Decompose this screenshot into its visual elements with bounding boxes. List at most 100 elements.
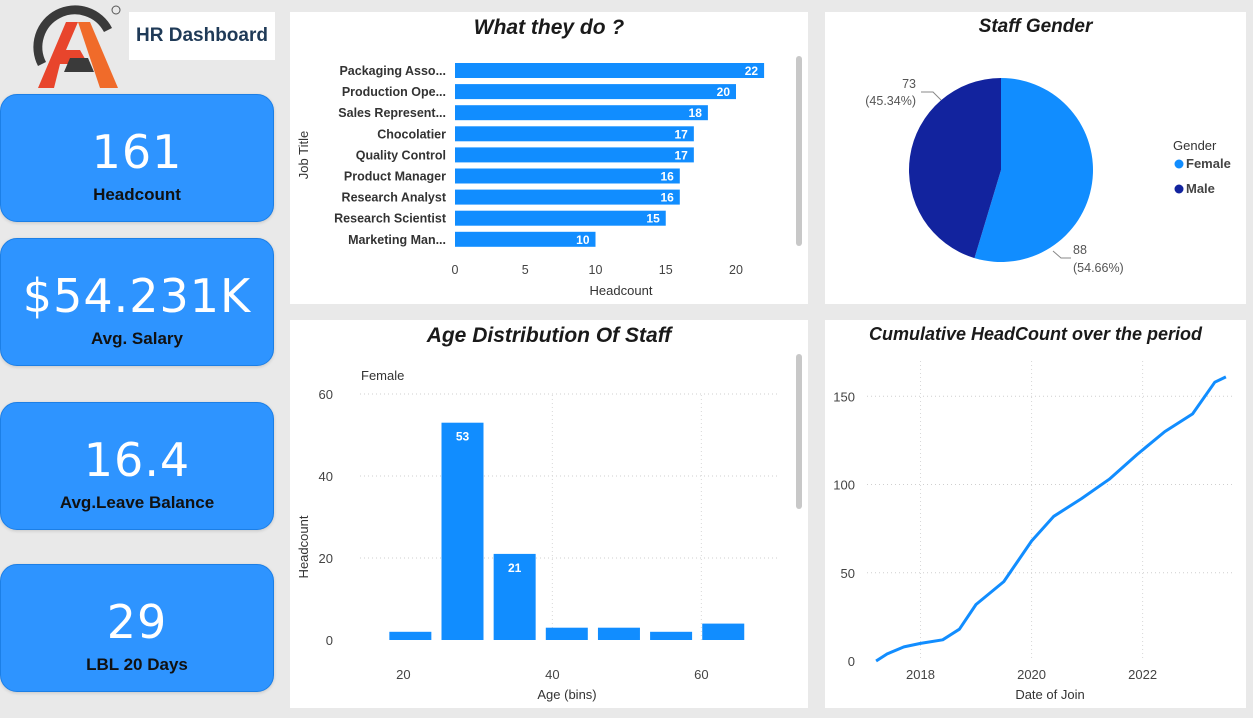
legend-item: Female bbox=[1186, 156, 1231, 171]
kpi-value: 16.4 bbox=[83, 433, 191, 487]
chart-title: Age Distribution Of Staff bbox=[426, 324, 672, 347]
kpi-label: Avg.Leave Balance bbox=[59, 493, 215, 512]
bar bbox=[455, 189, 680, 205]
bar bbox=[455, 105, 708, 121]
legend-item: Male bbox=[1186, 181, 1215, 196]
x-tick-label: 20 bbox=[729, 263, 743, 277]
y-tick-label: 40 bbox=[319, 469, 333, 484]
legend-marker bbox=[1174, 184, 1184, 194]
bar bbox=[455, 168, 680, 184]
gender-chart-panel: Staff Gender 88 (54.66%) 73 (45.34%) Gender F… bbox=[825, 12, 1246, 304]
data-label: 53 bbox=[456, 430, 470, 444]
cumulative-line-chart: 0 50 100 150 2018 2020 2022 Date of Join bbox=[833, 361, 1235, 702]
chart-title: Cumulative HeadCount over the period bbox=[868, 324, 1203, 344]
data-label: 17 bbox=[674, 148, 688, 162]
legend-marker bbox=[1174, 159, 1184, 169]
logo-icon bbox=[33, 5, 121, 88]
bar bbox=[455, 231, 596, 247]
category-label: Marketing Man... bbox=[348, 233, 446, 247]
data-label: (54.66%) bbox=[1073, 261, 1124, 275]
chart-title: Staff Gender bbox=[978, 16, 1093, 37]
data-label: 20 bbox=[717, 85, 731, 99]
category-label: Research Analyst bbox=[342, 191, 447, 205]
series-line bbox=[875, 375, 1227, 663]
kpi-label: LBL 20 Days bbox=[86, 655, 188, 674]
y-tick-label: 100 bbox=[833, 478, 855, 493]
bar bbox=[455, 63, 765, 78]
bar bbox=[493, 553, 536, 640]
age-chart-panel: Age Distribution Of Staff 0 20 40 60 53 21 20 4… bbox=[290, 320, 808, 708]
y-tick-label: 0 bbox=[848, 654, 855, 669]
pie-slice bbox=[974, 78, 1093, 262]
x-tick-label: 5 bbox=[522, 263, 529, 277]
x-tick-label: 2022 bbox=[1128, 667, 1157, 682]
legend-title: Gender bbox=[1173, 138, 1217, 153]
x-tick-label: 2020 bbox=[1017, 667, 1046, 682]
pie-slice bbox=[908, 78, 1001, 259]
y-tick-label: 60 bbox=[319, 387, 333, 402]
category-label: Chocolatier bbox=[377, 127, 446, 141]
bar bbox=[650, 631, 693, 640]
bar bbox=[702, 623, 745, 640]
x-axis-label: Date of Join bbox=[1015, 687, 1084, 702]
x-tick-label: 15 bbox=[659, 263, 673, 277]
x-tick-label: 10 bbox=[589, 263, 603, 277]
category-label: Sales Represent... bbox=[338, 106, 446, 120]
x-axis-label: Age (bins) bbox=[537, 687, 596, 702]
kpi-value: $54.231K bbox=[22, 269, 252, 323]
data-label: 16 bbox=[660, 191, 674, 205]
kpi-label: Avg. Salary bbox=[91, 329, 183, 348]
data-label: 18 bbox=[689, 106, 703, 120]
category-label: Production Ope... bbox=[342, 85, 446, 99]
dashboard-title: HR Dashboard bbox=[129, 12, 275, 60]
data-label: 88 bbox=[1073, 243, 1087, 257]
x-tick-label: 40 bbox=[545, 667, 559, 682]
kpi-label: Headcount bbox=[93, 185, 181, 204]
scrollbar[interactable] bbox=[796, 56, 802, 246]
data-label: 15 bbox=[646, 212, 660, 226]
category-label: Research Scientist bbox=[334, 212, 447, 226]
leader-line bbox=[921, 91, 942, 101]
kpi-card-lbl-20-days[interactable]: 29 LBL 20 Days bbox=[0, 564, 274, 692]
bar bbox=[389, 631, 432, 640]
y-tick-label: 150 bbox=[833, 389, 855, 404]
category-label: Product Manager bbox=[344, 170, 446, 184]
bar bbox=[597, 627, 640, 640]
kpi-value: 29 bbox=[106, 595, 168, 649]
data-label: (45.34%) bbox=[865, 94, 916, 108]
bar bbox=[455, 84, 736, 100]
data-label: 17 bbox=[674, 127, 688, 141]
x-tick-label: 0 bbox=[452, 263, 459, 277]
bar bbox=[441, 422, 484, 640]
bar bbox=[455, 210, 666, 226]
chart-title: What they do ? bbox=[473, 16, 625, 39]
series-label: Female bbox=[361, 368, 404, 383]
gender-pie-chart: 88 (54.66%) 73 (45.34%) Gender Female Male bbox=[865, 77, 1231, 275]
y-tick-label: 50 bbox=[841, 566, 855, 581]
job-title-bar-chart: Packaging Asso... 22 Production Ope... 20 Sa… bbox=[296, 63, 765, 298]
y-tick-label: 0 bbox=[326, 633, 333, 648]
data-label: 73 bbox=[902, 77, 916, 91]
cumulative-chart-panel: Cumulative HeadCount over the period 0 50… bbox=[825, 320, 1246, 708]
kpi-card-avg-salary[interactable]: $54.231K Avg. Salary bbox=[0, 238, 274, 366]
logo bbox=[30, 2, 126, 92]
x-tick-label: 20 bbox=[396, 667, 410, 682]
category-label: Packaging Asso... bbox=[339, 64, 446, 78]
category-label: Quality Control bbox=[356, 148, 446, 162]
age-histogram: 0 20 40 60 53 21 20 40 60 Female Age (bins) Headcou… bbox=[296, 368, 778, 702]
kpi-card-headcount[interactable]: 161 Headcount bbox=[0, 94, 274, 222]
bar bbox=[545, 627, 588, 640]
leader-line bbox=[1052, 250, 1071, 259]
x-tick-label: 60 bbox=[694, 667, 708, 682]
y-axis-label: Job Title bbox=[296, 131, 311, 179]
y-axis-label: Headcount bbox=[296, 515, 311, 578]
data-label: 22 bbox=[745, 64, 759, 78]
kpi-card-avg-leave-balance[interactable]: 16.4 Avg.Leave Balance bbox=[0, 402, 274, 530]
data-label: 10 bbox=[576, 233, 590, 247]
scrollbar[interactable] bbox=[796, 354, 802, 509]
bar bbox=[455, 147, 694, 163]
kpi-value: 161 bbox=[91, 125, 183, 179]
data-label: 16 bbox=[660, 170, 674, 184]
data-label: 21 bbox=[508, 561, 522, 575]
x-axis-label: Headcount bbox=[590, 283, 653, 298]
